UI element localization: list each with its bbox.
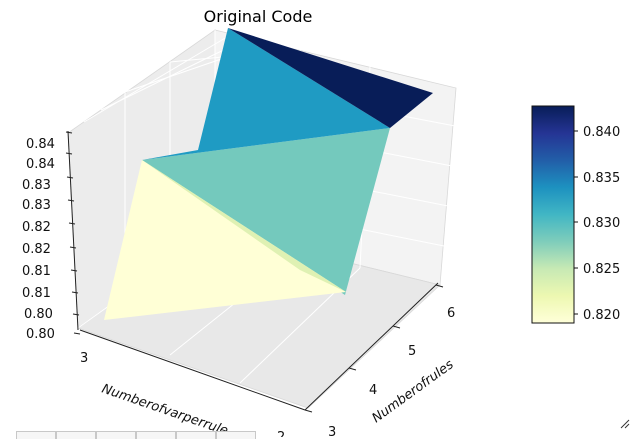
z-tick-label: 0.81 [22,286,51,301]
x-tick-label: 3 [80,351,88,366]
colorbar-tick-label: 0.830 [583,216,620,231]
z-tick-label: 0.80 [26,327,55,342]
z-tick-label: 0.81 [22,264,51,279]
z-tick-label: 0.82 [22,242,51,257]
z-tick-label: 0.82 [22,220,51,235]
surface-patch-low [104,160,346,320]
forward-button[interactable] [96,431,136,439]
x-axis-title: Numberofvarperrule [100,382,230,437]
y-tick-label: 5 [408,344,416,359]
resize-grip-icon[interactable] [620,419,630,429]
chart-title: Original Code [204,7,313,26]
y-tick-label: 3 [328,425,336,437]
y-tick-label: 4 [369,383,377,398]
surface-patch-mid [142,128,390,295]
colorbar-gradient [531,105,575,324]
colorbar: 0.820 0.825 0.830 0.835 0.840 [531,105,620,324]
navigation-toolbar [16,431,262,439]
z-tick-label: 0.83 [22,178,51,193]
colorbar-tick-label: 0.835 [583,171,620,186]
back-button[interactable] [56,431,96,439]
z-tick-label: 0.84 [26,157,55,172]
pan-button[interactable] [136,431,176,439]
z-axis-ticks [65,131,81,335]
surface-plot [104,28,433,320]
zoom-button[interactable] [176,431,216,439]
colorbar-tick-label: 0.820 [583,308,620,323]
z-axis: 0.80 0.80 0.81 0.81 0.82 0.82 0.83 0.83 … [22,130,81,342]
z-tick-label: 0.83 [22,198,51,213]
save-button[interactable] [216,431,256,439]
y-axis-ticks [304,284,444,413]
surface-patch-upper [142,28,390,160]
z-tick-label: 0.84 [26,137,55,152]
surface-patch-top [228,28,433,128]
y-tick-label: 6 [447,306,455,321]
z-tick-label: 0.80 [24,307,53,322]
x-tick-label: 2 [277,430,285,437]
surface-patch-low-edge [142,160,346,292]
home-button[interactable] [16,431,56,439]
colorbar-ticks [574,130,578,315]
colorbar-tick-label: 0.840 [583,125,620,140]
y-axis-title: Numberofrules [370,357,457,426]
colorbar-tick-label: 0.825 [583,262,620,277]
